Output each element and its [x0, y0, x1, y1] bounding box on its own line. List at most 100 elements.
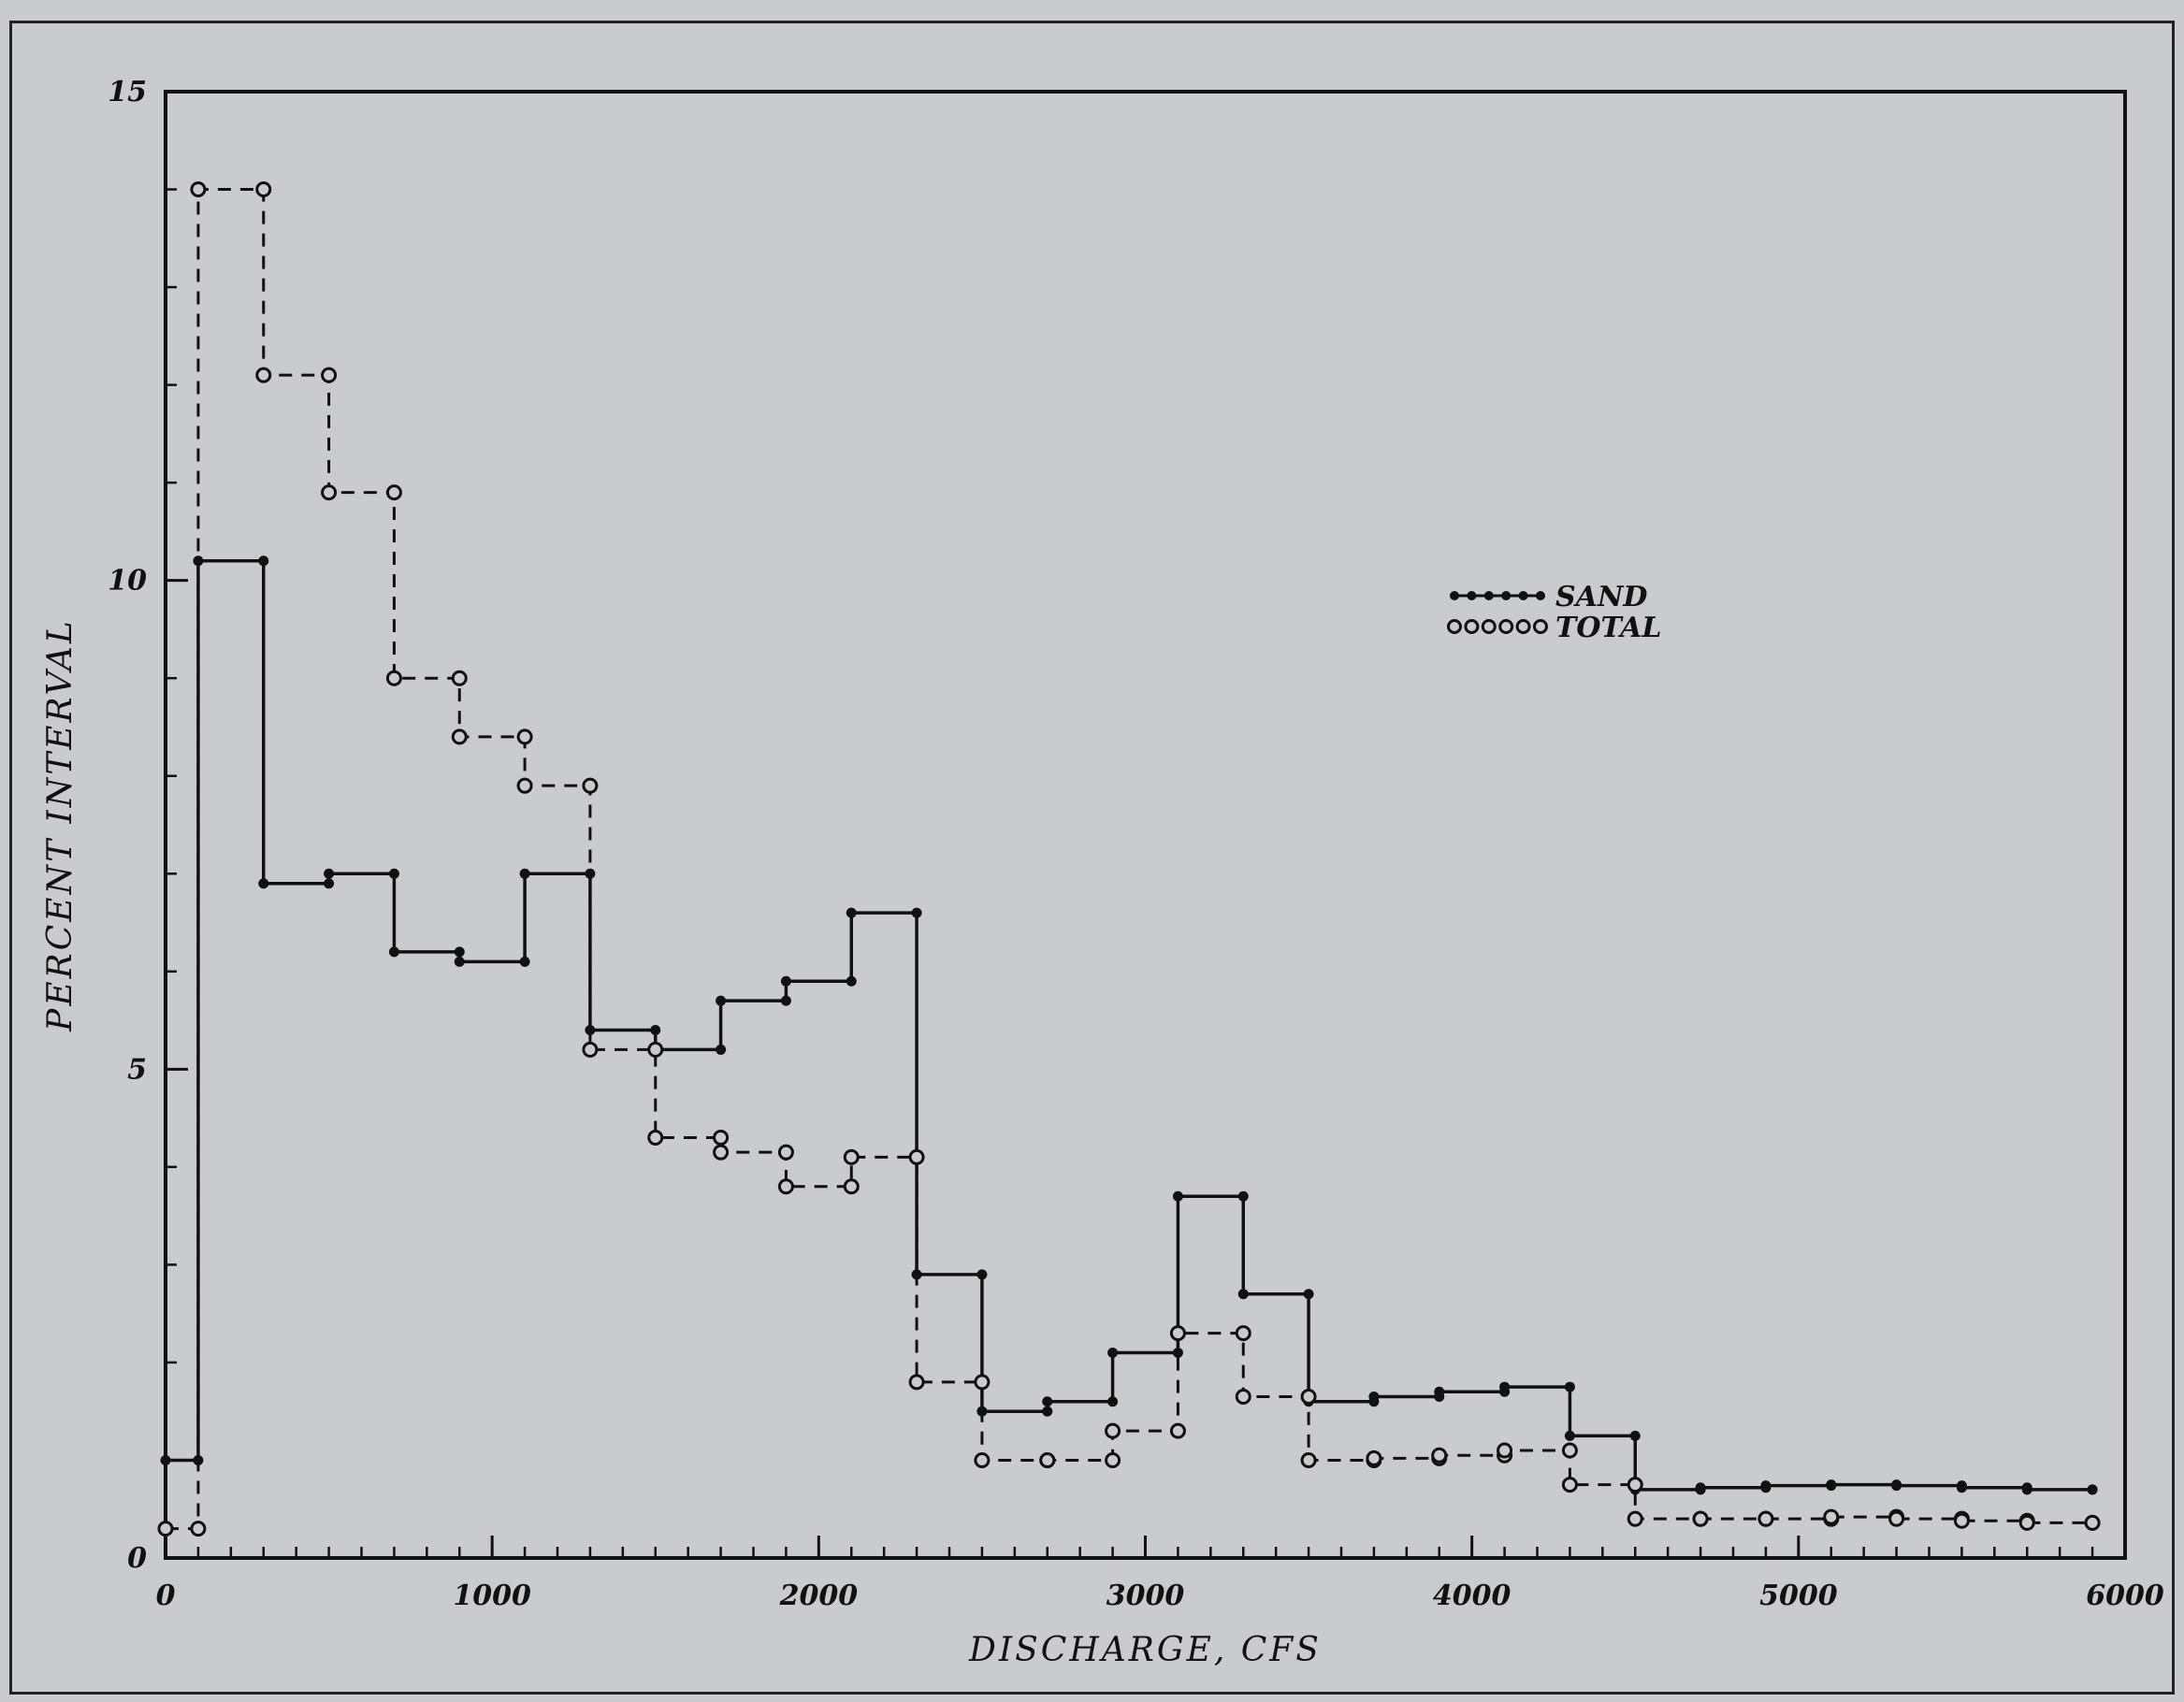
- y-tick-label: 15: [108, 76, 147, 108]
- legend-total-dot: [1498, 619, 1514, 634]
- total-marker: [974, 1374, 991, 1391]
- total-marker: [1757, 1510, 1774, 1527]
- x-tick-label: 2000: [779, 1579, 859, 1612]
- total-marker: [385, 484, 402, 501]
- sand-marker: [846, 907, 857, 918]
- sand-marker: [1499, 1381, 1511, 1392]
- sand-marker: [1564, 1430, 1575, 1441]
- total-step-line: [166, 188, 2093, 1531]
- sand-marker: [1956, 1482, 1967, 1493]
- sand-marker: [1107, 1396, 1119, 1407]
- y-axis-title: PERCENT INTERVAL: [41, 618, 80, 1032]
- x-tick-label: 0: [156, 1579, 176, 1612]
- total-marker: [516, 728, 533, 745]
- sand-marker: [519, 956, 530, 967]
- legend-total-label: TOTAL: [1555, 612, 1662, 644]
- sand-marker: [1303, 1289, 1314, 1300]
- total-marker: [1823, 1508, 1840, 1525]
- total-marker: [1627, 1510, 1643, 1527]
- sand-marker: [716, 1044, 727, 1055]
- y-tick-label: 5: [127, 1053, 147, 1086]
- total-marker: [451, 728, 468, 745]
- sand-marker: [2021, 1484, 2032, 1495]
- total-marker: [777, 1178, 794, 1195]
- sand-marker: [324, 868, 335, 879]
- sand-marker: [324, 878, 335, 889]
- legend-sand-dot: [1501, 591, 1511, 600]
- x-axis-title: DISCHARGE, CFS: [968, 1631, 1322, 1669]
- total-marker: [1235, 1325, 1251, 1342]
- total-marker: [908, 1374, 925, 1391]
- y-tick-label: 10: [108, 565, 147, 598]
- legend-sand-swatch: [1450, 591, 1545, 600]
- sand-marker: [1891, 1480, 1902, 1492]
- total-marker: [1169, 1325, 1186, 1342]
- x-tick-label: 3000: [1106, 1579, 1185, 1612]
- sand-marker: [1172, 1347, 1183, 1358]
- total-marker: [713, 1144, 730, 1161]
- legend-total-dot: [1481, 619, 1497, 634]
- total-marker: [190, 181, 207, 198]
- total-marker: [647, 1130, 664, 1147]
- total-marker: [385, 670, 402, 686]
- sand-marker: [846, 975, 857, 987]
- legend-total-swatch: [1447, 619, 1548, 634]
- total-marker: [777, 1144, 794, 1161]
- sand-marker: [1826, 1479, 1837, 1491]
- sand-marker: [1629, 1430, 1641, 1441]
- total-marker: [516, 777, 533, 794]
- total-marker: [1561, 1477, 1578, 1493]
- legend-sand-dot: [1483, 591, 1494, 600]
- series-sand: [160, 555, 2098, 1495]
- series-group: [157, 181, 2101, 1537]
- axes-group: 0 1000 2000 3000 4000 5000 6000 0 5 10 15: [108, 76, 2164, 1612]
- sand-marker: [1368, 1392, 1380, 1403]
- sand-marker: [2087, 1484, 2098, 1495]
- legend-sand-dot: [1536, 591, 1545, 600]
- sand-marker: [388, 946, 399, 958]
- sand-marker: [1172, 1190, 1183, 1202]
- sand-marker: [1107, 1347, 1119, 1358]
- total-marker: [1169, 1422, 1186, 1439]
- legend-sand-dot: [1518, 591, 1528, 600]
- sand-marker: [1760, 1480, 1772, 1492]
- total-marker: [1039, 1451, 1056, 1468]
- total-marker: [321, 484, 338, 501]
- x-tick-label: 6000: [2086, 1579, 2164, 1612]
- sand-marker: [258, 555, 269, 567]
- total-marker: [255, 181, 272, 198]
- legend: SAND TOTAL: [1447, 581, 1662, 644]
- total-marker: [1300, 1389, 1317, 1406]
- total-marker: [2084, 1514, 2101, 1531]
- sand-marker: [1434, 1386, 1445, 1397]
- x-tick-label: 1000: [453, 1579, 531, 1612]
- total-marker: [908, 1148, 925, 1165]
- sand-marker: [454, 946, 465, 958]
- sand-marker: [716, 995, 727, 1006]
- total-marker: [582, 777, 599, 794]
- total-marker: [321, 367, 338, 383]
- total-marker: [1692, 1510, 1709, 1527]
- legend-sand-dot: [1450, 591, 1459, 600]
- total-marker: [157, 1521, 174, 1537]
- total-marker: [1300, 1451, 1317, 1468]
- total-marker: [1497, 1442, 1513, 1459]
- sand-marker: [780, 975, 791, 987]
- sand-step-line: [166, 559, 2093, 1492]
- sand-marker: [1564, 1381, 1575, 1392]
- total-marker: [713, 1130, 730, 1147]
- sand-marker: [650, 1025, 661, 1036]
- legend-total-dot: [1515, 619, 1531, 634]
- total-marker: [1627, 1477, 1643, 1493]
- x-tick-label: 4000: [1433, 1579, 1511, 1612]
- sand-marker: [1042, 1406, 1053, 1417]
- figure-frame: [9, 21, 2175, 1695]
- total-marker: [255, 367, 272, 383]
- total-marker: [190, 1521, 207, 1537]
- sand-marker: [1042, 1396, 1053, 1407]
- sand-marker: [976, 1269, 988, 1280]
- total-marker: [451, 670, 468, 686]
- sand-marker: [1695, 1482, 1706, 1493]
- total-marker: [1953, 1512, 1970, 1529]
